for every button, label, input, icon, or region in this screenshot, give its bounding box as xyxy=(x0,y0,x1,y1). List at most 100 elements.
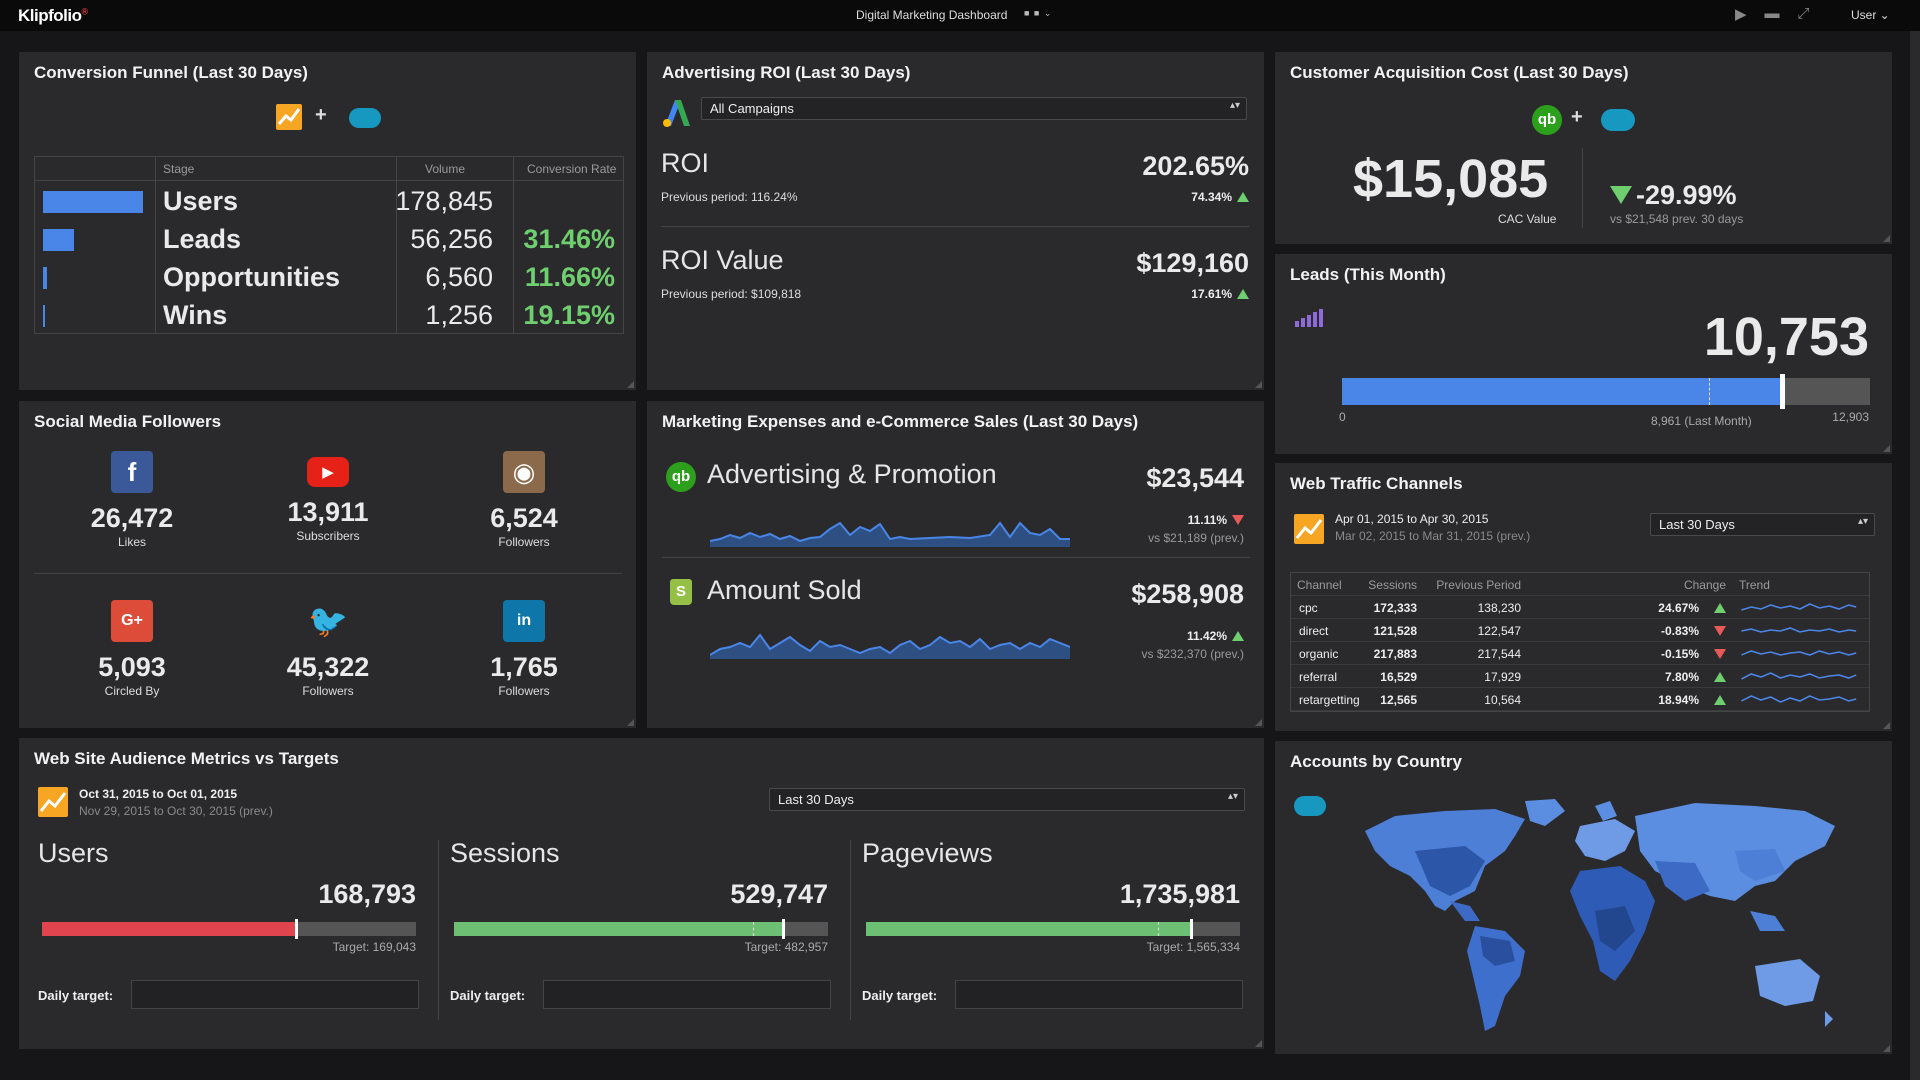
instagram-icon: ◉ xyxy=(503,451,545,493)
up-arrow-icon xyxy=(1232,631,1244,641)
change-cell: -0.83% xyxy=(1660,624,1699,638)
trend-sparkline xyxy=(1740,695,1857,703)
funnel-volume: 56,256 xyxy=(410,224,493,254)
daily-target-input[interactable] xyxy=(955,980,1243,1009)
roi-label: ROI xyxy=(661,148,710,178)
current-marker xyxy=(295,919,298,939)
funnel-bar xyxy=(43,305,45,327)
europe xyxy=(1575,801,1635,861)
funnel-row: Users 178,845 xyxy=(35,182,623,220)
funnel-rate: 31.46% xyxy=(523,224,615,254)
metric-progress-bar xyxy=(454,919,828,939)
social-label: Likes xyxy=(117,535,146,549)
audience-period-select[interactable]: Last 30 Days ▴▾ xyxy=(769,788,1245,811)
linkedin-icon: in xyxy=(503,600,545,642)
funnel-row: Wins 1,256 19.15% xyxy=(35,296,623,334)
funnel-rate: 11.66% xyxy=(524,262,615,292)
cac-value: $15,085 xyxy=(1353,149,1549,209)
plus-icon: + xyxy=(1571,106,1583,128)
sessions-cell: 172,333 xyxy=(1373,601,1417,615)
page-scrollbar[interactable] xyxy=(1910,31,1920,1080)
funnel-volume: 6,560 xyxy=(425,262,493,292)
leads-last-month: 8,961 (Last Month) xyxy=(1651,414,1752,428)
table-row[interactable]: referral 16,529 17,929 7.80% xyxy=(1291,665,1869,688)
campaign-select[interactable]: All Campaigns ▴▾ xyxy=(701,97,1247,120)
salesforce-icon xyxy=(349,108,381,128)
panel-title: Marketing Expenses and e-Commerce Sales … xyxy=(662,412,1139,431)
rate-header: Conversion Rate xyxy=(527,157,617,181)
change-cell: 24.67% xyxy=(1658,601,1699,615)
social-label: Followers xyxy=(302,684,354,698)
quickbooks-icon: qb xyxy=(666,462,696,492)
leads-max: 12,903 xyxy=(1832,410,1869,424)
current-marker xyxy=(782,919,785,939)
channel-cell: organic xyxy=(1299,647,1339,661)
social-item: ▶ 13,911 Subscribers xyxy=(230,451,426,543)
google-analytics-icon xyxy=(276,104,302,130)
table-row[interactable]: direct 121,528 122,547 -0.83% xyxy=(1291,619,1869,642)
google-analytics-icon xyxy=(38,787,68,817)
daily-target-input[interactable] xyxy=(543,980,831,1009)
trend-sparkline xyxy=(1741,603,1857,611)
roi-value-previous: Previous period: $109,818 xyxy=(661,287,802,301)
audience-date-range: Oct 31, 2015 to Oct 01, 2015 xyxy=(79,787,238,801)
previous-cell: 122,547 xyxy=(1477,624,1521,638)
metric-progress-fill xyxy=(866,922,1191,936)
traffic-period-select[interactable]: Last 30 Days ▴▾ xyxy=(1650,513,1875,536)
panel-title: Accounts by Country xyxy=(1290,752,1462,771)
metric-progress-fill xyxy=(454,922,783,936)
volume-header: Volume xyxy=(425,157,466,181)
metric-target: Target: 1,565,334 xyxy=(1146,940,1240,954)
down-arrow-icon xyxy=(1714,649,1726,659)
roi-change: 74.34% xyxy=(1191,190,1249,204)
dashboard-title[interactable]: Digital Marketing Dashboard xyxy=(856,8,1008,22)
metric-target: Target: 169,043 xyxy=(332,940,416,954)
facebook-icon: f xyxy=(111,451,153,493)
daily-target-label: Daily target: xyxy=(450,988,526,1003)
social-count: 13,911 xyxy=(287,497,369,527)
up-arrow-icon xyxy=(1714,695,1726,705)
table-row[interactable]: cpc 172,333 138,230 24.67% xyxy=(1291,596,1869,619)
amount-sold-value: $258,908 xyxy=(1131,579,1244,609)
sessions-cell: 12,565 xyxy=(1380,693,1417,707)
last-month-marker xyxy=(1709,378,1710,405)
shopify-icon: S xyxy=(670,579,692,605)
amount-sold-previous: vs $232,370 (prev.) xyxy=(1141,647,1245,661)
signal-bars-icon xyxy=(1295,309,1323,332)
youtube-icon: ▶ xyxy=(307,457,349,487)
audience-prev-date-range: Nov 29, 2015 to Oct 30, 2015 (prev.) xyxy=(79,804,273,818)
panel-title: Leads (This Month) xyxy=(1290,265,1446,284)
funnel-volume: 178,845 xyxy=(395,186,493,216)
metric-target: Target: 482,957 xyxy=(744,940,828,954)
advertising-sparkline xyxy=(710,521,1070,547)
metric-value: 168,793 xyxy=(318,879,416,909)
roi-value-change: 17.61% xyxy=(1191,287,1249,301)
dashboard-switcher-icon[interactable]: ■ ■ ⌄ xyxy=(1024,8,1053,18)
advertising-label: Advertising & Promotion xyxy=(707,459,997,489)
web-traffic-panel: Web Traffic Channels Apr 01, 2015 to Apr… xyxy=(1275,463,1892,731)
metric-value: 1,735,981 xyxy=(1119,879,1240,909)
social-count: 5,093 xyxy=(98,652,166,682)
up-arrow-red-icon xyxy=(1232,515,1244,525)
channel-cell: cpc xyxy=(1299,601,1318,615)
user-menu[interactable]: User ⌄ xyxy=(1851,8,1890,22)
world-map xyxy=(1365,799,1835,1031)
table-row[interactable]: retargetting 12,565 10,564 18.94% xyxy=(1291,688,1869,711)
change-cell: 7.80% xyxy=(1664,670,1699,684)
fullscreen-icon[interactable]: ⤢ xyxy=(1797,5,1810,22)
table-row[interactable]: organic 217,883 217,544 -0.15% xyxy=(1291,642,1869,665)
play-icon[interactable]: ▶ xyxy=(1735,6,1747,23)
daily-target-input[interactable] xyxy=(131,980,419,1009)
metric-progress-fill xyxy=(42,922,296,936)
change-cell: -0.15% xyxy=(1660,647,1699,661)
africa xyxy=(1570,866,1655,981)
trend-sparkline xyxy=(1741,650,1857,656)
conversion-funnel-panel: Conversion Funnel (Last 30 Days) + Stage… xyxy=(19,52,636,390)
social-item: in 1,765 Followers xyxy=(426,600,622,698)
layout-icon[interactable]: ▬ xyxy=(1764,5,1780,22)
cac-value-label: CAC Value xyxy=(1498,212,1557,226)
cac-panel: Customer Acquisition Cost (Last 30 Days)… xyxy=(1275,52,1892,244)
traffic-table: Channel Sessions Previous Period Change … xyxy=(1290,572,1870,712)
klipfolio-logo[interactable]: Klipfolio® xyxy=(18,6,88,25)
south-america xyxy=(1467,926,1525,1031)
